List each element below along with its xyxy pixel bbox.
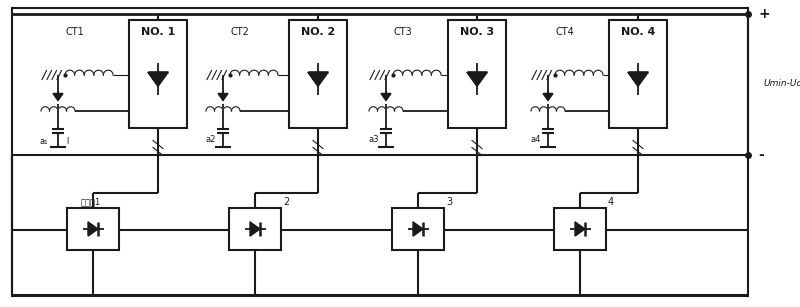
Polygon shape bbox=[148, 72, 168, 86]
Bar bbox=[289, 20, 347, 128]
Text: l: l bbox=[66, 137, 68, 146]
Text: a3: a3 bbox=[369, 134, 379, 143]
Text: a4: a4 bbox=[531, 134, 541, 143]
Polygon shape bbox=[218, 94, 228, 100]
Text: +: + bbox=[758, 7, 770, 21]
Text: Umin-Ucmin=Ud: Umin-Ucmin=Ud bbox=[763, 80, 800, 88]
Text: 2: 2 bbox=[283, 197, 290, 207]
Text: 辅助桥1: 辅助桥1 bbox=[81, 197, 101, 207]
Bar bbox=[554, 208, 606, 250]
Polygon shape bbox=[381, 94, 391, 100]
Text: a2: a2 bbox=[206, 134, 216, 143]
Polygon shape bbox=[413, 222, 423, 236]
Text: 4: 4 bbox=[608, 197, 614, 207]
Text: 3: 3 bbox=[446, 197, 452, 207]
Text: CT1: CT1 bbox=[66, 27, 84, 37]
Polygon shape bbox=[543, 94, 553, 100]
Polygon shape bbox=[628, 72, 648, 86]
Bar bbox=[392, 208, 444, 250]
Bar bbox=[229, 208, 281, 250]
Text: NO. 3: NO. 3 bbox=[460, 27, 494, 37]
Polygon shape bbox=[250, 222, 260, 236]
Bar bbox=[129, 20, 187, 128]
Polygon shape bbox=[53, 94, 63, 100]
Polygon shape bbox=[308, 72, 328, 86]
Text: -: - bbox=[758, 148, 764, 162]
Bar bbox=[609, 20, 667, 128]
Text: CT3: CT3 bbox=[394, 27, 412, 37]
Text: a₁: a₁ bbox=[40, 137, 48, 146]
Text: NO. 1: NO. 1 bbox=[141, 27, 175, 37]
Text: NO. 2: NO. 2 bbox=[301, 27, 335, 37]
Text: NO. 4: NO. 4 bbox=[621, 27, 655, 37]
Polygon shape bbox=[88, 222, 98, 236]
Text: CT4: CT4 bbox=[556, 27, 574, 37]
Polygon shape bbox=[575, 222, 585, 236]
Polygon shape bbox=[467, 72, 487, 86]
Bar bbox=[448, 20, 506, 128]
Text: CT2: CT2 bbox=[230, 27, 250, 37]
Bar bbox=[67, 208, 119, 250]
